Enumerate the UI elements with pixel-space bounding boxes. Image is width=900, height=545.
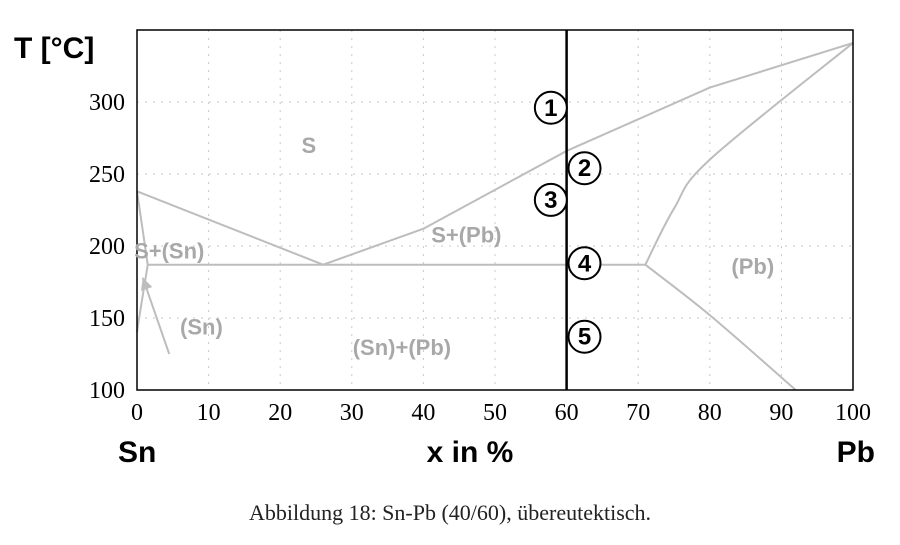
state-marker-label: 4	[578, 250, 592, 277]
x-right-component-label: Pb	[837, 436, 875, 469]
x-tick-label: 30	[340, 400, 364, 426]
state-marker: 1	[533, 90, 568, 125]
x-tick-label: 10	[197, 400, 221, 426]
x-tick-label: 90	[769, 400, 793, 426]
x-axis-label: x in %	[427, 436, 514, 469]
plot-frame	[136, 29, 854, 391]
phase-line-solidus-pb	[644, 42, 854, 266]
region-label: (Pb)	[731, 254, 774, 279]
state-marker-circle	[533, 182, 568, 217]
x-tick-label: 100	[835, 400, 871, 426]
phase-boundaries	[136, 42, 854, 391]
y-tick-label: 300	[89, 90, 125, 116]
state-marker: 5	[567, 319, 602, 354]
state-marker-label: 1	[544, 95, 557, 122]
region-label: S+(Pb)	[431, 222, 501, 247]
region-label: (Sn)+(Pb)	[353, 335, 451, 360]
region-label: (Sn)	[180, 315, 223, 340]
state-marker: 3	[533, 182, 568, 217]
x-tick-labels: 0 10 20 30 40 50 60 70 80 90 100	[131, 400, 871, 426]
state-marker-label: 3	[544, 187, 557, 214]
phase-line-solvus-pb	[644, 263, 797, 391]
y-tick-label: 150	[89, 306, 125, 332]
state-marker-circle	[567, 246, 602, 281]
phase-line-liquidus-sn	[136, 190, 324, 266]
x-tick-label: 80	[698, 400, 722, 426]
grid	[137, 30, 853, 390]
x-tick-label: 40	[411, 400, 435, 426]
x-tick-label: 60	[555, 400, 579, 426]
region-label: S	[301, 133, 316, 158]
y-axis-label: T [°C]	[14, 32, 94, 65]
state-marker-circle	[533, 90, 568, 125]
region-labels: S S+(Sn) S+(Pb) (Sn) (Sn)+(Pb) (Pb)	[134, 133, 774, 360]
y-tick-label: 250	[89, 162, 125, 188]
state-marker-circle	[567, 319, 602, 354]
state-marker-circle	[567, 151, 602, 186]
region-label: S+(Sn)	[134, 238, 204, 263]
x-tick-label: 70	[626, 400, 650, 426]
x-left-component-label: Sn	[118, 436, 156, 469]
phase-line-solvus-sn	[136, 264, 149, 333]
state-marker-label: 2	[578, 155, 591, 182]
pointer-arrowhead	[140, 277, 153, 291]
state-marker: 4	[567, 246, 602, 281]
x-tick-label: 50	[483, 400, 507, 426]
x-tick-label: 0	[131, 400, 143, 426]
y-tick-label: 100	[89, 378, 125, 404]
state-marker: 2	[567, 151, 602, 186]
x-tick-label: 20	[268, 400, 292, 426]
y-tick-label: 200	[89, 234, 125, 260]
phase-line-solidus-sn	[136, 191, 149, 265]
state-marker-label: 5	[578, 324, 591, 351]
y-tick-labels: 100 150 200 250 300	[89, 90, 125, 404]
phase-line-pointer	[141, 277, 171, 355]
figure-caption: Abbildung 18: Sn-Pb (40/60), übereutekti…	[248, 500, 652, 525]
